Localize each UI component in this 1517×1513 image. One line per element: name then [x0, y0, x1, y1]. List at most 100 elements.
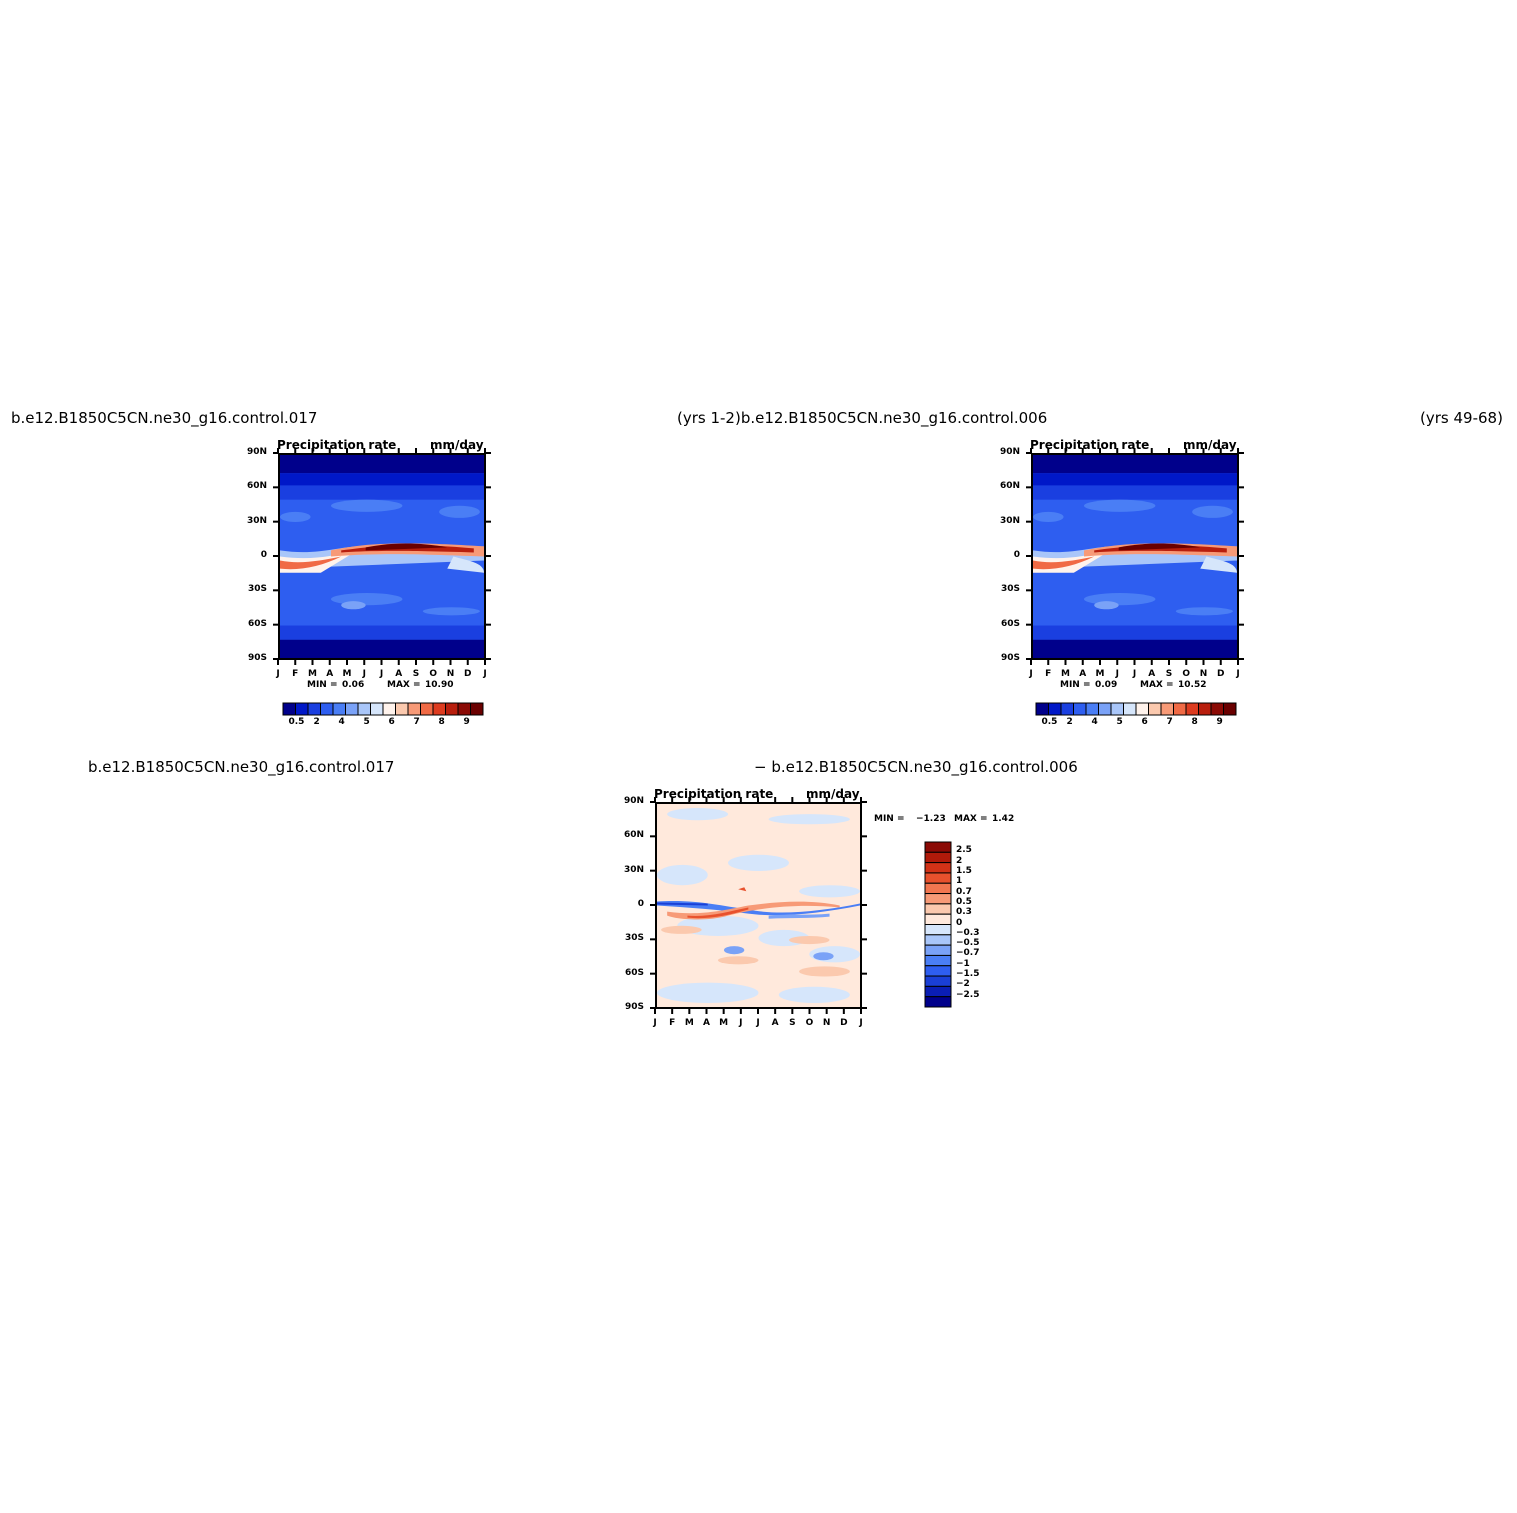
- axis-ticks: [1026, 448, 1244, 665]
- x-tick-label: J: [276, 669, 280, 679]
- colorbar-label: 0: [956, 917, 963, 928]
- colorbar-swatch: [357, 702, 371, 716]
- field-itcz-contour: [447, 556, 484, 573]
- field-band: [280, 639, 484, 658]
- field-band: [1033, 455, 1237, 474]
- x-tick-label: N: [1199, 669, 1208, 679]
- colorbar-swatch: [1123, 702, 1137, 716]
- x-tick-label: J: [653, 1018, 657, 1028]
- colorbar-swatch: [395, 702, 409, 716]
- max: 1.42: [992, 814, 1015, 824]
- colorbar-swatch: [924, 872, 952, 884]
- max-label: MAX =: [387, 680, 421, 690]
- y-tick-label: 0: [1013, 550, 1020, 560]
- x-tick-label: J: [1236, 669, 1240, 679]
- field-patch: [1192, 505, 1233, 518]
- x-tick-label: M: [719, 1018, 729, 1028]
- y-tick-label: 30S: [624, 933, 644, 944]
- field-anomaly-contour: [738, 887, 747, 892]
- colorbar-label: 6: [1141, 717, 1148, 727]
- colorbar-label: −1.5: [956, 969, 980, 980]
- plot-units: mm/day: [430, 438, 484, 452]
- colorbar-label: 5: [1116, 717, 1123, 727]
- colorbar: [924, 841, 952, 1008]
- x-tick-label: O: [1182, 669, 1191, 679]
- colorbar-swatch: [1148, 702, 1162, 716]
- colorbar-swatch: [924, 903, 952, 915]
- colorbar-swatch: [1098, 702, 1112, 716]
- colorbar-label: 0.3: [956, 907, 972, 918]
- axis-ticks: [650, 797, 867, 1014]
- colorbar-swatch: [924, 975, 952, 987]
- y-tick-label: 30N: [999, 515, 1020, 526]
- colorbar-swatch: [1035, 702, 1049, 716]
- colorbar-swatch: [332, 702, 346, 716]
- field-band: [280, 455, 484, 474]
- colorbar-swatch: [1210, 702, 1224, 716]
- y-tick-label: 60N: [999, 481, 1020, 492]
- diff-title-right: − b.e12.B1850C5CN.ne30_g16.control.006: [754, 758, 1078, 776]
- field-patch: [422, 607, 480, 616]
- colorbar-label: 9: [463, 717, 470, 727]
- x-tick-label: D: [840, 1018, 848, 1028]
- field-patch: [1175, 607, 1233, 616]
- field-patch: [331, 499, 403, 512]
- x-tick-label: J: [483, 669, 487, 679]
- max-label: MAX =: [1140, 680, 1174, 690]
- x-tick-label: A: [395, 669, 403, 679]
- field-anomaly-contour: [687, 907, 749, 919]
- colorbar-swatch: [924, 934, 952, 946]
- x-tick-label: A: [771, 1018, 779, 1028]
- colorbar-swatch: [924, 954, 952, 967]
- min: 0.09: [1095, 680, 1118, 690]
- colorbar-swatch: [307, 702, 321, 716]
- colorbar: [1035, 702, 1237, 716]
- colorbar-label: 8: [438, 717, 445, 727]
- field-itcz-contour: [1200, 556, 1237, 573]
- colorbar-label: 0.5: [1041, 717, 1058, 727]
- x-tick-label: D: [464, 669, 472, 679]
- colorbar-label: −2.5: [956, 989, 980, 1000]
- colorbar-swatch: [924, 944, 952, 956]
- x-tick-label: M: [684, 1018, 694, 1028]
- x-tick-label: J: [362, 669, 366, 679]
- panel2-years: (yrs 49-68): [1420, 409, 1503, 427]
- min-label: MIN =: [874, 814, 905, 824]
- colorbar-swatch: [382, 702, 396, 716]
- field-patch: [341, 601, 366, 610]
- field-band: [280, 485, 484, 500]
- x-tick-label: J: [379, 669, 384, 679]
- x-tick-label: S: [412, 669, 420, 679]
- x-tick-label: J: [1132, 669, 1137, 679]
- y-tick-label: 0: [637, 899, 644, 909]
- field-band: [280, 613, 484, 626]
- field-itcz-contour: [365, 543, 448, 551]
- field-patch: [280, 511, 311, 522]
- field-band: [1033, 625, 1237, 640]
- x-tick-label: N: [446, 669, 455, 679]
- field-patch: [667, 808, 729, 821]
- colorbar-swatch: [924, 924, 952, 936]
- x-tick-label: O: [805, 1018, 814, 1028]
- field-band: [280, 473, 484, 486]
- x-tick-label: O: [429, 669, 438, 679]
- contour-field: [655, 802, 862, 1009]
- colorbar: [282, 702, 484, 716]
- y-tick-label: 60N: [246, 481, 267, 492]
- field-band: [1033, 473, 1237, 486]
- field-patch: [439, 505, 480, 518]
- x-tick-label: A: [1148, 669, 1156, 679]
- y-tick-label: 30N: [623, 864, 644, 875]
- field-patch: [778, 986, 850, 1003]
- contour-field: [278, 453, 486, 660]
- y-tick-label: 60N: [623, 830, 644, 841]
- colorbar-label: −0.7: [956, 948, 980, 959]
- min-label: MIN =: [1060, 680, 1091, 690]
- colorbar-label: −2: [956, 979, 970, 990]
- x-tick-label: S: [1165, 669, 1173, 679]
- x-tick-label: A: [1079, 669, 1087, 679]
- x-tick-label: S: [789, 1018, 796, 1028]
- axis-ticks: [273, 448, 491, 665]
- x-tick-label: A: [326, 669, 334, 679]
- colorbar-label: 1.5: [956, 865, 972, 876]
